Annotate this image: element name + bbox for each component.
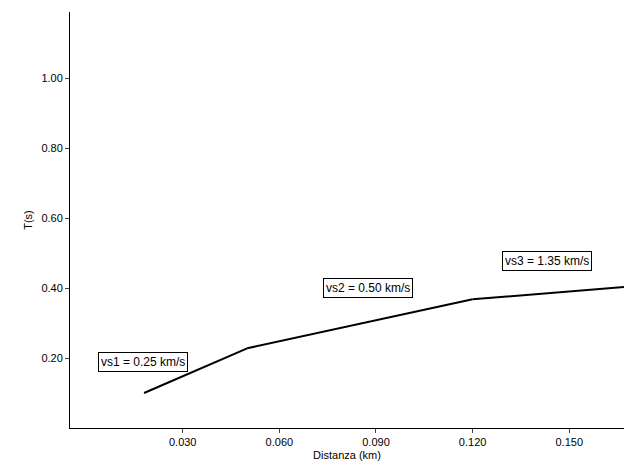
svg-text:0.060: 0.060	[266, 436, 294, 448]
svg-text:0.120: 0.120	[459, 436, 487, 448]
svg-text:vs1 = 0.25 km/s: vs1 = 0.25 km/s	[101, 355, 185, 369]
svg-text:0.090: 0.090	[362, 436, 390, 448]
svg-text:1.00: 1.00	[41, 72, 62, 84]
svg-text:Distanza (km): Distanza (km)	[313, 449, 381, 461]
svg-text:T(s): T(s)	[22, 210, 34, 230]
svg-text:vs2 = 0.50 km/s: vs2 = 0.50 km/s	[326, 281, 410, 295]
svg-text:0.030: 0.030	[169, 436, 197, 448]
svg-text:0.80: 0.80	[41, 142, 62, 154]
svg-text:0.60: 0.60	[41, 212, 62, 224]
svg-text:0.40: 0.40	[41, 282, 62, 294]
svg-text:0.150: 0.150	[555, 436, 583, 448]
svg-text:vs3 = 1.35 km/s: vs3 = 1.35 km/s	[505, 254, 589, 268]
svg-text:0.20: 0.20	[41, 352, 62, 364]
